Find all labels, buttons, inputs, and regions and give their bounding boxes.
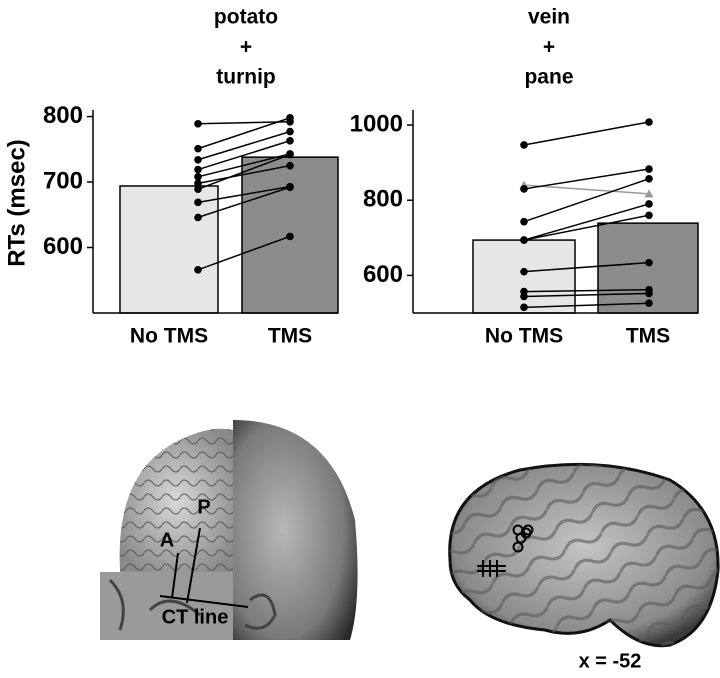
y-tick-label: 800	[363, 186, 403, 213]
subject-point	[286, 150, 294, 159]
subject-point	[520, 292, 528, 301]
subject-point	[520, 236, 528, 244]
subject-point	[645, 258, 653, 267]
y-tick-label: 700	[43, 167, 83, 194]
subject-point	[645, 299, 653, 308]
label-ct-line: CT line	[162, 606, 229, 628]
subject-line	[197, 153, 291, 190]
head-image	[100, 420, 358, 640]
chart-title: +	[240, 36, 252, 59]
subject-line	[523, 203, 650, 241]
chart-title: +	[543, 36, 555, 59]
subject-line	[523, 261, 650, 273]
slice-label: x = -52	[579, 650, 642, 672]
subject-point	[194, 198, 202, 207]
subject-line	[197, 186, 291, 219]
subject-line	[523, 168, 650, 190]
brain-slice	[448, 462, 720, 648]
chart-title: turnip	[216, 66, 275, 89]
subject-point	[645, 174, 653, 183]
subject-line	[197, 140, 291, 171]
subject-point	[520, 267, 528, 276]
subject-point	[645, 165, 653, 173]
subject-line	[523, 288, 650, 293]
subject-point	[645, 200, 653, 208]
subject-point	[194, 155, 202, 164]
subject-point	[286, 114, 294, 122]
subject-point	[286, 232, 294, 241]
x-tick-label: No TMS	[485, 325, 563, 348]
bar	[597, 222, 699, 314]
subject-point	[194, 172, 202, 181]
subject-point	[194, 179, 202, 188]
subject-point	[644, 189, 654, 198]
x-tick-label: TMS	[626, 325, 670, 348]
subject-point	[645, 118, 653, 126]
subject-point	[520, 141, 528, 149]
subject-line	[523, 184, 650, 195]
subject-point	[286, 183, 294, 192]
subject-point	[194, 265, 202, 274]
subject-point	[645, 289, 653, 298]
chart-title: vein	[528, 6, 570, 29]
subject-point	[520, 303, 528, 312]
chart-title: pane	[524, 66, 573, 89]
chart-title: potato	[214, 6, 278, 29]
x-tick-label: TMS	[268, 325, 312, 348]
subject-point	[194, 144, 202, 153]
subject-line	[197, 235, 291, 271]
y-tick-label: 800	[43, 102, 83, 129]
subject-line	[197, 121, 291, 125]
subject-point	[520, 185, 528, 193]
subject-point	[194, 185, 202, 194]
subject-line	[523, 292, 650, 298]
subject-line	[197, 153, 291, 178]
x-tick-label: No TMS	[130, 325, 208, 348]
bar	[472, 239, 576, 314]
y-tick-label: 600	[363, 261, 403, 288]
subject-line	[523, 214, 650, 241]
subject-point	[194, 213, 202, 222]
y-tick-label: 1000	[350, 110, 403, 137]
subject-point	[645, 211, 653, 220]
subject-point	[194, 119, 202, 128]
y-axis-label: RTs (msec)	[3, 139, 30, 267]
subject-point	[194, 165, 202, 174]
subject-line	[197, 117, 291, 150]
subject-line	[197, 185, 291, 204]
subject-line	[523, 178, 650, 223]
subject-point	[286, 127, 294, 136]
subject-line	[197, 130, 291, 161]
bar	[119, 185, 219, 314]
label-p: P	[197, 496, 210, 518]
y-tick-label: 600	[43, 233, 83, 260]
subject-point	[520, 217, 528, 226]
subject-line	[523, 121, 650, 146]
subject-line	[523, 302, 650, 309]
subject-point	[286, 161, 294, 170]
subject-point	[286, 136, 294, 145]
label-a: A	[160, 529, 174, 551]
subject-line	[197, 164, 291, 185]
